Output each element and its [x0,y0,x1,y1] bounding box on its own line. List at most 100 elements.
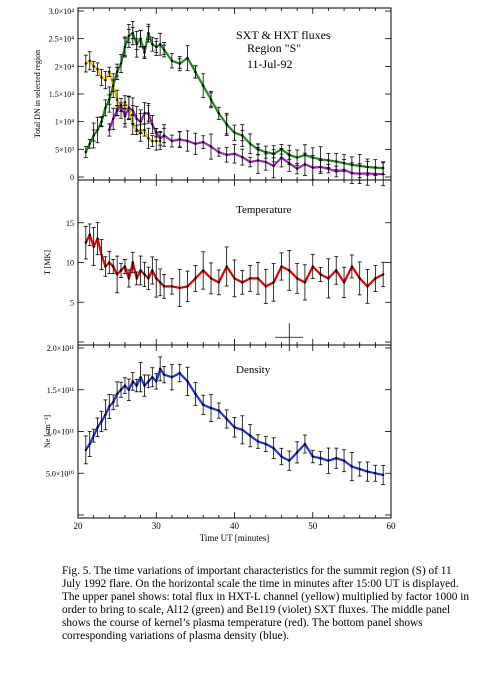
data-point [84,448,88,452]
data-point [335,457,338,460]
data-point [155,139,158,143]
panel-annotation: Region "S" [247,41,301,55]
data-point [147,137,150,140]
y-tick-label: 10 [66,259,74,268]
data-point [139,269,142,272]
data-point [143,273,146,276]
data-point [123,101,127,104]
data-point [96,237,99,240]
data-point [186,56,189,60]
panel-annotation: Temperature [236,204,292,216]
data-point [350,171,354,175]
panel-annotation: Density [236,364,271,376]
data-point [295,156,299,159]
data-point [366,172,369,175]
data-point [135,384,138,387]
data-point [123,114,127,118]
data-point [100,120,103,123]
data-point [127,106,131,110]
data-point [241,134,244,137]
data-point [248,142,252,145]
data-point [186,380,189,383]
data-point [272,164,275,168]
data-point [162,48,166,51]
data-point [358,277,361,280]
data-point [100,253,103,256]
data-point [135,117,138,121]
data-point [115,70,119,74]
data-point [162,285,166,288]
y-tick-label: 1×10⁴ [55,118,75,127]
data-point [131,31,134,35]
data-point [264,442,267,446]
y-tick-label: 3.0×10⁴ [49,7,75,16]
data-point [104,265,107,268]
data-point [374,172,377,176]
data-point [194,277,197,280]
data-point [108,98,111,101]
data-point [170,376,174,379]
data-point [233,131,236,134]
data-point [288,269,291,272]
data-point [256,148,260,151]
data-point [248,434,252,437]
data-point [280,455,283,458]
data-point [319,273,322,276]
y-tick-label: 1.0×10¹¹ [47,428,75,437]
y-axis-label: Total DN in selected region [33,50,42,138]
y-tick-label: 5×10³ [55,145,75,154]
data-point [127,34,131,38]
data-point [115,273,119,276]
data-point [131,109,134,112]
x-tick-label: 60 [387,521,397,531]
data-point [225,417,228,421]
data-point [178,138,181,141]
data-point [272,281,275,284]
data-point [342,168,346,172]
data-point [112,265,115,268]
data-point [186,139,189,143]
data-point [158,367,162,371]
figure-caption: Fig. 5. The time variations of important… [62,565,470,642]
data-point [350,265,354,268]
data-point [84,150,88,154]
data-point [335,269,338,272]
data-point [209,98,213,101]
data-point [295,277,299,280]
data-point [358,172,361,175]
data-point [366,470,369,473]
data-point [143,112,146,115]
data-point [194,392,197,396]
data-point [194,70,197,74]
data-point [162,134,166,137]
data-point [84,62,88,65]
data-point [100,76,103,79]
data-point [280,265,283,268]
data-point [233,277,236,280]
y-tick-label: 2.0×10¹¹ [47,344,75,353]
panel-annotation: SXT & HXT fluxes [236,28,331,42]
panel-middle: 5 10 15 T [MK] Temperature [43,179,392,352]
data-point [139,120,142,123]
data-point [123,384,127,387]
panel-bottom: 5.0×10¹⁰ 1.0×10¹¹ 1.5×10¹¹ 2.0×10¹¹ Ne [cm⁻³… [43,344,392,519]
y-tick-label: 1.5×10⁴ [49,90,75,99]
data-point [127,277,131,280]
data-point [248,160,252,164]
data-point [303,163,307,166]
data-point [381,473,385,477]
data-point [264,285,267,288]
data-point [127,388,131,391]
y-tick-label: 2×10⁴ [55,62,75,71]
data-point [288,459,291,462]
x-tick-label: 30 [152,521,162,531]
x-tick-label: 50 [308,521,318,531]
data-point [381,273,385,276]
data-point [295,167,299,170]
data-point [108,70,111,74]
x-axis-label: Time UT [minutes] [200,533,270,543]
data-point [374,472,377,475]
data-point [178,62,181,65]
data-point [131,261,134,264]
